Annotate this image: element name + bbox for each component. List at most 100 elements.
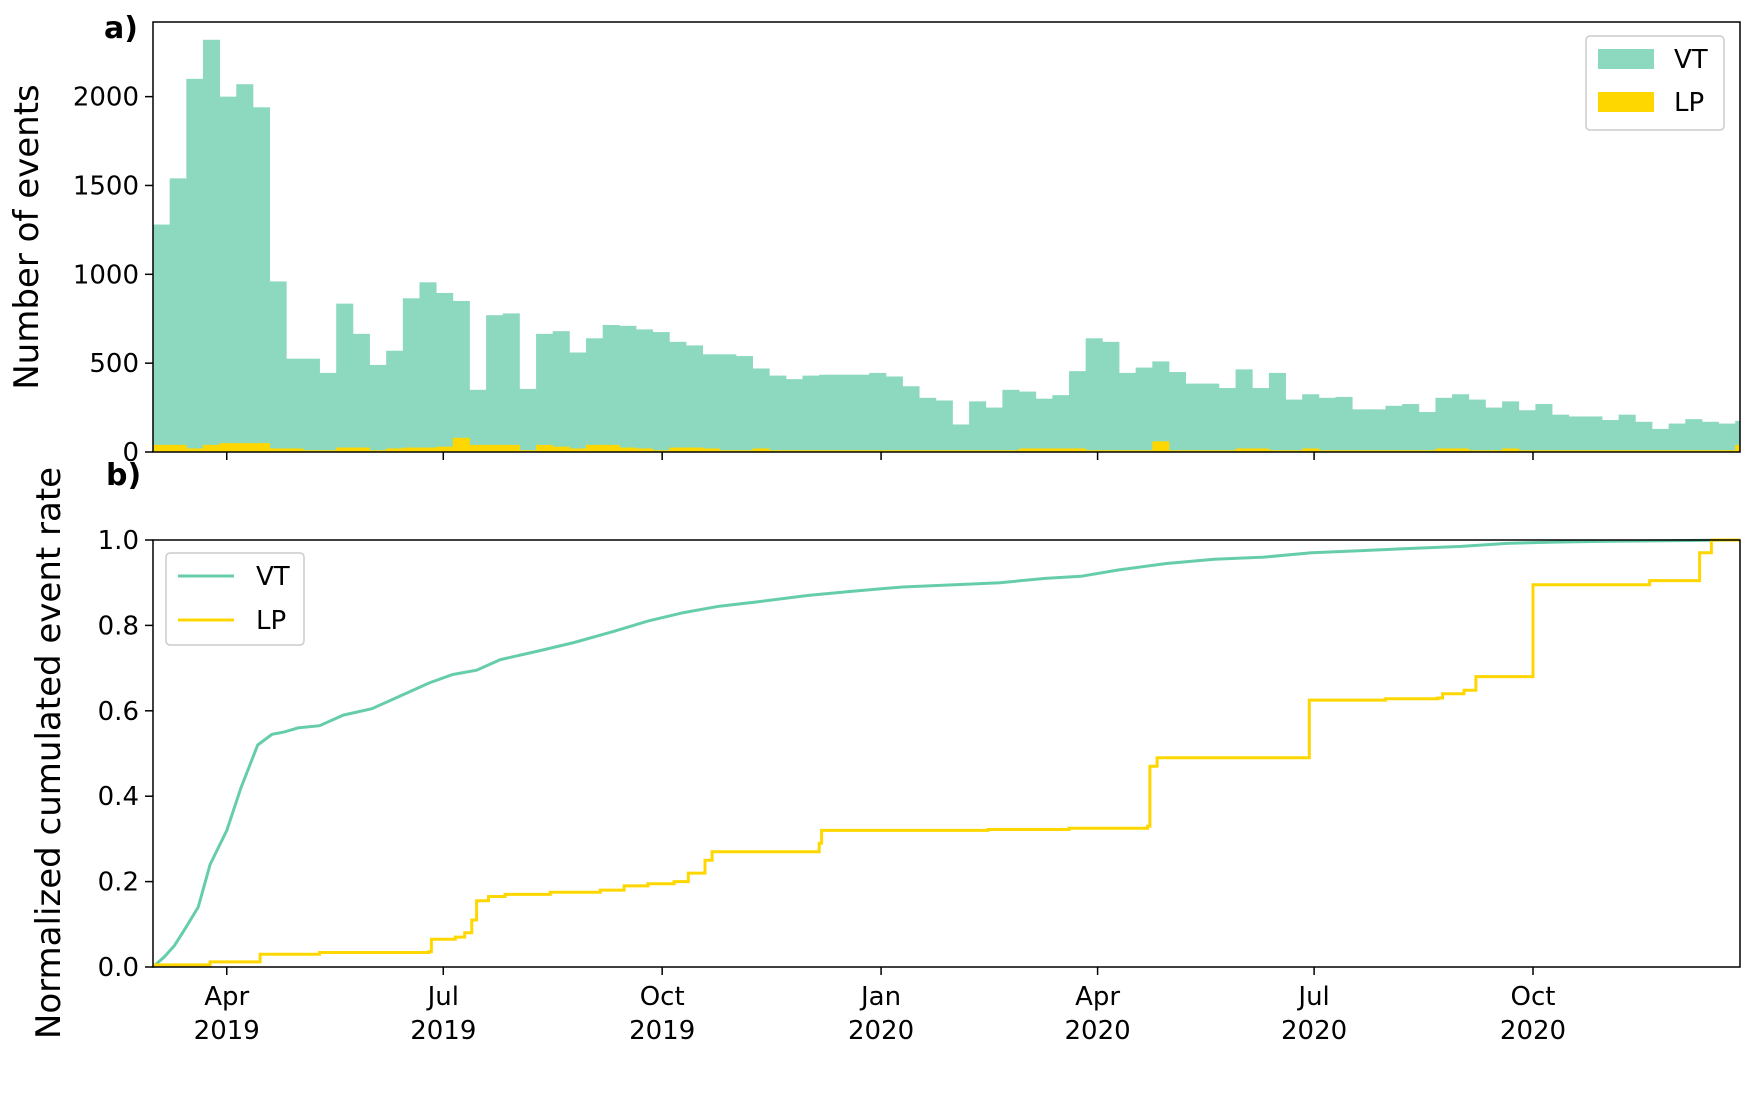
lp-bar — [469, 444, 487, 452]
lp-bar — [619, 447, 637, 452]
vt-bar — [669, 341, 687, 452]
vt-bar — [835, 374, 853, 452]
lp-bar — [519, 450, 537, 452]
vt-bar — [1002, 389, 1020, 452]
panel-b-x-tick-year-label: 2019 — [410, 1016, 476, 1046]
lp-histogram-bars — [153, 437, 1741, 452]
lp-bar — [536, 444, 554, 452]
lp-bar — [1651, 450, 1670, 452]
lp-bar — [1485, 450, 1503, 452]
vt-bar — [219, 96, 237, 452]
panel-a-letter: a) — [104, 11, 138, 46]
panel-b-y-tick-label: 0.8 — [98, 611, 139, 641]
vt-bar — [436, 292, 454, 452]
vt-bar — [735, 356, 753, 452]
vt-bar — [486, 315, 504, 452]
lp-bar — [1302, 448, 1320, 452]
lp-bar — [153, 444, 171, 452]
vt-bar — [769, 375, 787, 452]
panel-b-y-tick-label: 0.6 — [98, 697, 139, 727]
legend-lp-swatch — [1598, 92, 1654, 112]
lp-bar — [1152, 441, 1170, 452]
lp-bar — [1418, 450, 1436, 452]
vt-bar — [1268, 372, 1286, 452]
lp-bar — [769, 450, 787, 452]
vt-bar — [1335, 396, 1353, 452]
lp-bar — [985, 450, 1003, 452]
lp-bar — [336, 447, 354, 452]
panel-b-x-tick-month-label: Oct — [1511, 982, 1556, 1012]
panel-a-y-tick-label: 500 — [89, 349, 139, 379]
lp-bar — [552, 446, 570, 452]
vt-bar — [1668, 423, 1686, 452]
vt-bar — [869, 372, 887, 452]
vt-bar — [1119, 372, 1137, 452]
vt-bar — [1718, 423, 1736, 452]
lp-bar — [702, 448, 720, 452]
lp-bar — [1635, 450, 1653, 452]
vt-bar — [153, 224, 171, 452]
vt-bar — [202, 39, 221, 453]
vt-bar — [719, 354, 737, 452]
lp-bar — [835, 450, 853, 452]
legend-lp-label: LP — [1674, 88, 1704, 118]
panel-a-y-tick-label: 1500 — [73, 171, 139, 201]
vt-bar — [1235, 369, 1253, 452]
vt-bar — [569, 352, 587, 452]
panel-b-y-tick-label: 0.2 — [98, 868, 139, 898]
vt-bar — [1352, 409, 1370, 452]
lp-bar — [1535, 450, 1553, 452]
vt-bar — [1135, 367, 1153, 452]
vt-bar — [619, 325, 637, 452]
lp-bar — [852, 450, 870, 452]
vt-bar — [1418, 412, 1436, 452]
vt-bar — [1502, 401, 1520, 452]
legend-vt-label: VT — [256, 562, 290, 592]
vt-bar — [1485, 407, 1503, 452]
panel-a-x-ticks — [226, 452, 1534, 460]
panel-b-x-tick-month-label: Jan — [859, 982, 901, 1012]
vt-bar — [919, 397, 937, 452]
lp-bar — [302, 450, 320, 452]
legend-vt-swatch — [1598, 49, 1654, 69]
lp-bar — [1069, 448, 1087, 452]
lp-bar — [236, 443, 254, 452]
panel-b-y-tick-label: 1.0 — [98, 526, 139, 556]
panel-a-legend: VT LP — [1585, 35, 1725, 131]
panel-b-x-tick-month-label: Apr — [1075, 982, 1120, 1012]
vt-bar — [1152, 361, 1170, 452]
vt-bar — [269, 281, 287, 452]
lp-bar — [885, 450, 903, 452]
vt-bar — [1285, 399, 1303, 452]
lp-bar — [952, 450, 970, 452]
panel-b-legend: VT LP — [165, 552, 305, 646]
vt-bar — [636, 329, 654, 452]
lp-bar — [1019, 448, 1037, 452]
vt-bar — [1651, 428, 1670, 452]
lp-bar — [169, 444, 187, 452]
vt-bar — [752, 368, 770, 452]
lp-bar — [1502, 448, 1520, 452]
vt-bar — [785, 379, 803, 452]
lp-bar — [202, 444, 221, 452]
panel-b-x-tick-year-label: 2020 — [1065, 1016, 1131, 1046]
vt-bar — [1252, 388, 1270, 452]
lp-bar — [1701, 450, 1719, 452]
legend-vt-label: VT — [1674, 45, 1708, 75]
lp-bar — [1119, 450, 1137, 452]
vt-bar — [1185, 383, 1203, 452]
vt-bar — [1318, 397, 1336, 452]
lp-bar — [436, 446, 454, 452]
vt-bar — [536, 333, 554, 452]
lp-bar — [1352, 450, 1370, 452]
vt-bar — [1218, 388, 1236, 452]
lp-bar — [1602, 450, 1620, 452]
lp-bar — [369, 450, 387, 452]
vt-bar — [302, 358, 320, 452]
lp-bar — [1585, 450, 1603, 452]
vt-bar — [1701, 421, 1719, 452]
vt-bar — [902, 386, 920, 452]
lp-bar — [352, 447, 370, 452]
lp-bar — [1552, 450, 1570, 452]
